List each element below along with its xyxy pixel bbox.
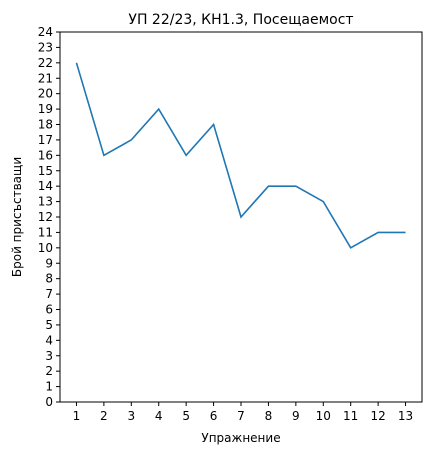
x-tick-label: 3 — [127, 409, 135, 423]
y-tick-label: 7 — [45, 287, 53, 301]
y-tick-label: 2 — [45, 364, 53, 378]
x-tick-label: 5 — [182, 409, 190, 423]
y-tick-label: 22 — [38, 56, 53, 70]
y-axis-label: Брой присъстващи — [10, 157, 24, 277]
y-tick-label: 4 — [45, 333, 53, 347]
y-tick-label: 10 — [38, 241, 53, 255]
y-tick-label: 18 — [38, 118, 53, 132]
x-tick-label: 1 — [73, 409, 81, 423]
x-tick-label: 7 — [237, 409, 245, 423]
y-tick-label: 24 — [38, 25, 53, 39]
y-tick-label: 1 — [45, 380, 53, 394]
y-tick-label: 6 — [45, 303, 53, 317]
y-tick-label: 9 — [45, 256, 53, 270]
y-tick-label: 3 — [45, 349, 53, 363]
x-tick-label: 12 — [370, 409, 385, 423]
x-axis-label: Упражнение — [201, 431, 280, 445]
x-tick-label: 13 — [398, 409, 413, 423]
y-tick-label: 13 — [38, 195, 53, 209]
x-tick-label: 9 — [292, 409, 300, 423]
y-tick-label: 12 — [38, 210, 53, 224]
y-tick-label: 14 — [38, 179, 53, 193]
y-tick-label: 23 — [38, 40, 53, 54]
y-tick-label: 21 — [38, 71, 53, 85]
y-tick-label: 16 — [38, 148, 53, 162]
x-tick-label: 10 — [316, 409, 331, 423]
x-tick-label: 8 — [265, 409, 273, 423]
y-tick-label: 8 — [45, 272, 53, 286]
y-tick-label: 5 — [45, 318, 53, 332]
y-tick-label: 15 — [38, 164, 53, 178]
series-line — [75, 62, 406, 249]
x-tick-label: 11 — [343, 409, 358, 423]
y-tick-label: 0 — [45, 395, 53, 409]
x-tick-label: 2 — [100, 409, 108, 423]
x-tick-label: 4 — [155, 409, 163, 423]
x-tick-label: 6 — [210, 409, 218, 423]
y-tick-label: 17 — [38, 133, 53, 147]
y-tick-label: 11 — [38, 225, 53, 239]
y-tick-label: 19 — [38, 102, 53, 116]
y-tick-label: 20 — [38, 87, 53, 101]
chart-title: УП 22/23, КН1.3, Посещаемост — [128, 12, 353, 28]
